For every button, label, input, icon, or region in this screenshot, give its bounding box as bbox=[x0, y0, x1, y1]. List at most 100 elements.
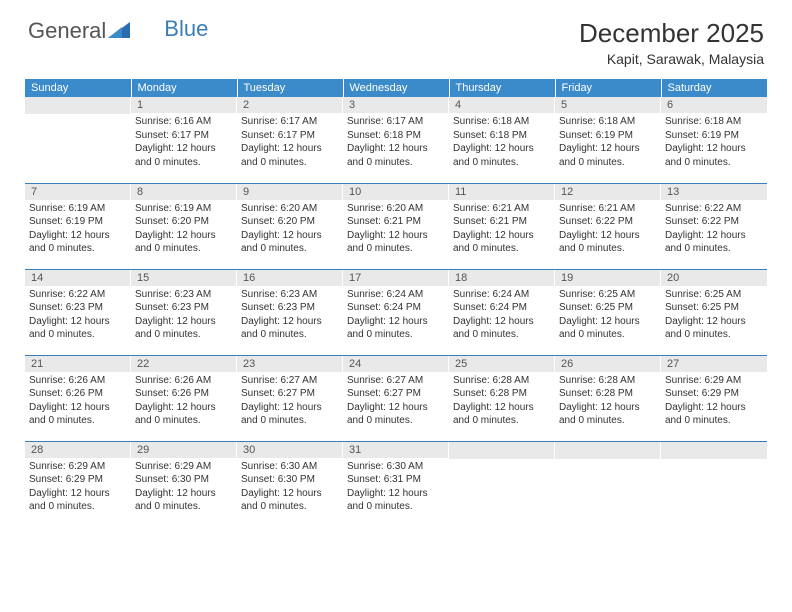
calendar-day-cell: 29Sunrise: 6:29 AMSunset: 6:30 PMDayligh… bbox=[131, 441, 237, 527]
calendar-day-cell bbox=[449, 441, 555, 527]
day-line: Sunset: 6:24 PM bbox=[453, 301, 551, 315]
day-line: Sunrise: 6:17 AM bbox=[347, 115, 445, 129]
day-body: Sunrise: 6:19 AMSunset: 6:20 PMDaylight:… bbox=[131, 200, 237, 260]
day-line: Sunset: 6:30 PM bbox=[135, 473, 233, 487]
calendar-week-row: 28Sunrise: 6:29 AMSunset: 6:29 PMDayligh… bbox=[25, 441, 767, 527]
calendar-day-cell: 25Sunrise: 6:28 AMSunset: 6:28 PMDayligh… bbox=[449, 355, 555, 441]
day-line: Sunrise: 6:27 AM bbox=[347, 374, 445, 388]
weekday-header: Thursday bbox=[449, 79, 555, 97]
day-line: Daylight: 12 hours and 0 minutes. bbox=[135, 315, 233, 342]
calendar-day-cell bbox=[661, 441, 767, 527]
day-body bbox=[555, 459, 661, 465]
day-body: Sunrise: 6:16 AMSunset: 6:17 PMDaylight:… bbox=[131, 113, 237, 173]
day-line: Daylight: 12 hours and 0 minutes. bbox=[347, 401, 445, 428]
weekday-header: Sunday bbox=[25, 79, 131, 97]
calendar-day-cell: 26Sunrise: 6:28 AMSunset: 6:28 PMDayligh… bbox=[555, 355, 661, 441]
day-line: Daylight: 12 hours and 0 minutes. bbox=[241, 401, 339, 428]
calendar-day-cell: 31Sunrise: 6:30 AMSunset: 6:31 PMDayligh… bbox=[343, 441, 449, 527]
day-line: Daylight: 12 hours and 0 minutes. bbox=[559, 142, 657, 169]
day-line: Daylight: 12 hours and 0 minutes. bbox=[665, 401, 763, 428]
day-number: 22 bbox=[131, 356, 237, 372]
calendar-body: 1Sunrise: 6:16 AMSunset: 6:17 PMDaylight… bbox=[25, 97, 767, 527]
weekday-header: Wednesday bbox=[343, 79, 449, 97]
day-body: Sunrise: 6:19 AMSunset: 6:19 PMDaylight:… bbox=[25, 200, 131, 260]
day-number: 13 bbox=[661, 184, 767, 200]
day-body: Sunrise: 6:17 AMSunset: 6:18 PMDaylight:… bbox=[343, 113, 449, 173]
day-line: Sunrise: 6:23 AM bbox=[241, 288, 339, 302]
day-line: Sunset: 6:19 PM bbox=[559, 129, 657, 143]
day-body: Sunrise: 6:28 AMSunset: 6:28 PMDaylight:… bbox=[555, 372, 661, 432]
day-number: 11 bbox=[449, 184, 555, 200]
day-line: Sunset: 6:24 PM bbox=[347, 301, 445, 315]
day-line: Sunset: 6:23 PM bbox=[29, 301, 127, 315]
day-line: Sunrise: 6:24 AM bbox=[347, 288, 445, 302]
weekday-header: Saturday bbox=[661, 79, 767, 97]
day-number: 12 bbox=[555, 184, 661, 200]
day-line: Sunrise: 6:29 AM bbox=[29, 460, 127, 474]
calendar-table: SundayMondayTuesdayWednesdayThursdayFrid… bbox=[25, 79, 767, 527]
day-body: Sunrise: 6:25 AMSunset: 6:25 PMDaylight:… bbox=[661, 286, 767, 346]
day-number bbox=[25, 97, 131, 114]
day-line: Sunset: 6:18 PM bbox=[347, 129, 445, 143]
day-line: Daylight: 12 hours and 0 minutes. bbox=[453, 142, 551, 169]
day-number bbox=[555, 442, 661, 459]
day-body: Sunrise: 6:23 AMSunset: 6:23 PMDaylight:… bbox=[131, 286, 237, 346]
day-line: Daylight: 12 hours and 0 minutes. bbox=[559, 229, 657, 256]
day-body bbox=[25, 114, 131, 120]
day-line: Daylight: 12 hours and 0 minutes. bbox=[559, 315, 657, 342]
day-body: Sunrise: 6:24 AMSunset: 6:24 PMDaylight:… bbox=[449, 286, 555, 346]
day-line: Sunrise: 6:20 AM bbox=[241, 202, 339, 216]
day-line: Sunrise: 6:21 AM bbox=[453, 202, 551, 216]
calendar-day-cell: 10Sunrise: 6:20 AMSunset: 6:21 PMDayligh… bbox=[343, 183, 449, 269]
day-line: Sunset: 6:26 PM bbox=[135, 387, 233, 401]
calendar-day-cell: 17Sunrise: 6:24 AMSunset: 6:24 PMDayligh… bbox=[343, 269, 449, 355]
calendar-day-cell: 15Sunrise: 6:23 AMSunset: 6:23 PMDayligh… bbox=[131, 269, 237, 355]
calendar-day-cell: 20Sunrise: 6:25 AMSunset: 6:25 PMDayligh… bbox=[661, 269, 767, 355]
day-line: Daylight: 12 hours and 0 minutes. bbox=[453, 315, 551, 342]
day-line: Daylight: 12 hours and 0 minutes. bbox=[559, 401, 657, 428]
day-number: 24 bbox=[343, 356, 449, 372]
day-body: Sunrise: 6:18 AMSunset: 6:19 PMDaylight:… bbox=[555, 113, 661, 173]
calendar-week-row: 7Sunrise: 6:19 AMSunset: 6:19 PMDaylight… bbox=[25, 183, 767, 269]
day-line: Daylight: 12 hours and 0 minutes. bbox=[241, 229, 339, 256]
weekday-header-row: SundayMondayTuesdayWednesdayThursdayFrid… bbox=[25, 79, 767, 97]
day-number: 10 bbox=[343, 184, 449, 200]
day-number: 18 bbox=[449, 270, 555, 286]
day-number: 6 bbox=[661, 97, 767, 113]
day-number: 5 bbox=[555, 97, 661, 113]
day-number: 16 bbox=[237, 270, 343, 286]
day-line: Sunset: 6:25 PM bbox=[559, 301, 657, 315]
day-line: Sunset: 6:22 PM bbox=[559, 215, 657, 229]
day-line: Sunrise: 6:21 AM bbox=[559, 202, 657, 216]
day-line: Sunset: 6:20 PM bbox=[135, 215, 233, 229]
day-line: Daylight: 12 hours and 0 minutes. bbox=[665, 315, 763, 342]
day-body: Sunrise: 6:17 AMSunset: 6:17 PMDaylight:… bbox=[237, 113, 343, 173]
day-number: 26 bbox=[555, 356, 661, 372]
day-number: 28 bbox=[25, 442, 131, 458]
day-line: Sunrise: 6:24 AM bbox=[453, 288, 551, 302]
day-number: 7 bbox=[25, 184, 131, 200]
day-number: 9 bbox=[237, 184, 343, 200]
calendar-day-cell: 14Sunrise: 6:22 AMSunset: 6:23 PMDayligh… bbox=[25, 269, 131, 355]
day-line: Sunset: 6:25 PM bbox=[665, 301, 763, 315]
day-body: Sunrise: 6:21 AMSunset: 6:21 PMDaylight:… bbox=[449, 200, 555, 260]
day-line: Daylight: 12 hours and 0 minutes. bbox=[241, 315, 339, 342]
day-line: Sunrise: 6:28 AM bbox=[453, 374, 551, 388]
day-number: 1 bbox=[131, 97, 237, 113]
day-line: Sunrise: 6:26 AM bbox=[135, 374, 233, 388]
location-text: Kapit, Sarawak, Malaysia bbox=[579, 51, 764, 67]
day-line: Daylight: 12 hours and 0 minutes. bbox=[347, 142, 445, 169]
day-line: Sunrise: 6:26 AM bbox=[29, 374, 127, 388]
brand-logo: General Blue bbox=[28, 18, 208, 44]
day-line: Daylight: 12 hours and 0 minutes. bbox=[135, 142, 233, 169]
day-number: 31 bbox=[343, 442, 449, 458]
weekday-header: Friday bbox=[555, 79, 661, 97]
calendar-day-cell: 24Sunrise: 6:27 AMSunset: 6:27 PMDayligh… bbox=[343, 355, 449, 441]
calendar-day-cell: 4Sunrise: 6:18 AMSunset: 6:18 PMDaylight… bbox=[449, 97, 555, 183]
day-number: 25 bbox=[449, 356, 555, 372]
day-body: Sunrise: 6:20 AMSunset: 6:20 PMDaylight:… bbox=[237, 200, 343, 260]
day-line: Sunset: 6:29 PM bbox=[29, 473, 127, 487]
day-body: Sunrise: 6:23 AMSunset: 6:23 PMDaylight:… bbox=[237, 286, 343, 346]
day-body: Sunrise: 6:27 AMSunset: 6:27 PMDaylight:… bbox=[237, 372, 343, 432]
day-number bbox=[449, 442, 555, 459]
